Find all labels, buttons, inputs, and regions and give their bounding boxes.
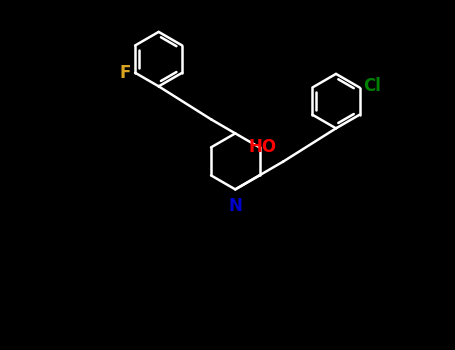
- Text: N: N: [228, 197, 242, 215]
- Text: HO: HO: [248, 138, 277, 156]
- Text: Cl: Cl: [364, 77, 381, 95]
- Text: F: F: [119, 64, 131, 82]
